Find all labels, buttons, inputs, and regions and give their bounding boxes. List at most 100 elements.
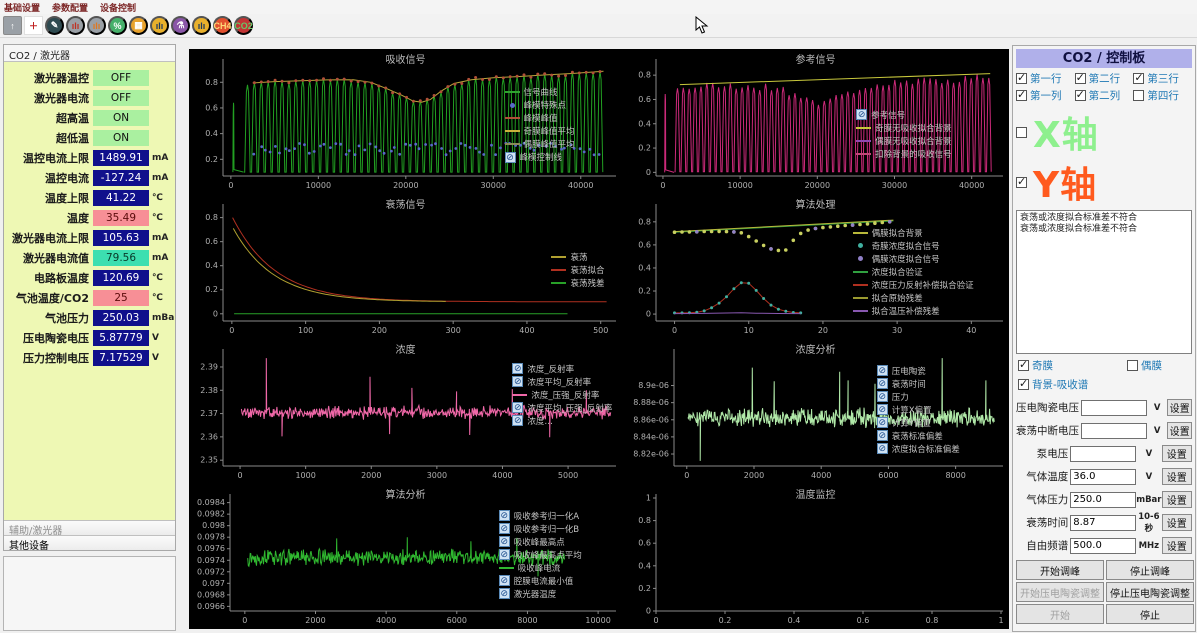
mode-checkbox-box[interactable] — [1018, 360, 1029, 371]
flask-icon[interactable]: ⚗ — [171, 16, 190, 35]
import-icon[interactable]: ↑ — [3, 16, 22, 35]
setting-unit: V — [1136, 472, 1161, 482]
legend-toggle-icon[interactable]: ⊘ — [877, 404, 888, 415]
legend-line-icon — [853, 297, 868, 299]
svg-text:0.8: 0.8 — [926, 616, 939, 625]
setting-input-2[interactable] — [1081, 423, 1147, 439]
status-value: 7.17529 — [93, 350, 149, 366]
legend-label: 吸收参考归一化A — [514, 510, 579, 522]
svg-text:200: 200 — [372, 326, 387, 335]
legend-toggle-icon[interactable]: ⊘ — [499, 588, 510, 599]
setting-apply-button[interactable]: 设置 — [1162, 491, 1192, 508]
legend-toggle-icon[interactable]: ⊘ — [877, 417, 888, 428]
legend-item: 浓度压力反射补偿拟合验证 — [853, 278, 974, 291]
legend-toggle-icon[interactable]: ⊘ — [856, 109, 867, 120]
legend-toggle-icon[interactable]: ⊘ — [499, 536, 510, 547]
legend-toggle-icon[interactable]: ⊘ — [499, 523, 510, 534]
legend-item: 浓度拟合验证 — [853, 265, 974, 278]
status-row-10: 激光器电流值79.56mA — [4, 249, 175, 266]
svg-text:8.82e-06: 8.82e-06 — [633, 450, 669, 459]
x-axis-toggle-box[interactable] — [1016, 127, 1027, 138]
setting-input-3[interactable] — [1070, 446, 1136, 462]
keyboard-icon[interactable]: ▦ — [129, 16, 148, 35]
peak-cursor-icon[interactable]: ＋ — [24, 16, 43, 35]
setting-apply-button[interactable]: 设置 — [1162, 445, 1192, 462]
grid-checkbox-box[interactable] — [1075, 90, 1086, 101]
accordion-section-2[interactable]: 其他设备 — [4, 535, 175, 550]
legend-item: ⊘浓度… — [512, 414, 612, 427]
molecule-icon[interactable]: % — [108, 16, 127, 35]
setting-apply-button[interactable]: 设置 — [1167, 422, 1192, 439]
co2-icon[interactable]: CO2 — [234, 16, 253, 35]
bar-chart-navy-icon[interactable]: ılı — [150, 16, 169, 35]
status-message-list[interactable]: 衰荡或浓度拟合标准差不符合衰荡或浓度拟合标准差不符合 — [1016, 210, 1192, 354]
setting-apply-button[interactable]: 设置 — [1167, 399, 1192, 416]
legend-line-icon — [499, 567, 514, 569]
legend-toggle-icon[interactable]: ⊘ — [877, 430, 888, 441]
status-label: 温度 — [4, 210, 93, 226]
setting-apply-button[interactable]: 设置 — [1162, 514, 1192, 531]
legend-label: 浓度压力反射补偿拟合验证 — [872, 279, 974, 291]
legend-toggle-icon[interactable]: ⊘ — [499, 575, 510, 586]
legend-line-icon — [853, 232, 868, 234]
mode-checkbox-box[interactable] — [1127, 360, 1138, 371]
bar-chart-red-icon[interactable]: ılı — [66, 16, 85, 35]
grid-checkbox-box[interactable] — [1133, 73, 1144, 84]
legend-label: 奇膜峰值平均 — [524, 125, 575, 137]
y-axis-toggle-box[interactable] — [1016, 177, 1027, 188]
svg-text:2000: 2000 — [744, 471, 764, 480]
legend-toggle-icon[interactable]: ⊘ — [512, 402, 523, 413]
mode-checkbox-label: 偶膜 — [1141, 358, 1162, 373]
setting-input-1[interactable] — [1081, 400, 1147, 416]
setting-label: 压电陶瓷电压 — [1016, 400, 1081, 415]
svg-text:0: 0 — [684, 471, 689, 480]
bar-chart-orange-icon[interactable]: ılı — [87, 16, 106, 35]
grid-checkbox-box[interactable] — [1016, 90, 1027, 101]
grid-checkbox-box[interactable] — [1016, 73, 1027, 84]
setting-input-5[interactable] — [1070, 492, 1136, 508]
legend-label: 吸收参考归一化B — [514, 523, 579, 535]
accordion-section-1[interactable]: 辅助/激光器 — [4, 520, 175, 535]
status-label: 压力控制电压 — [4, 350, 93, 366]
grid-checkbox-box[interactable] — [1075, 73, 1086, 84]
control-button-6[interactable]: 停止 — [1106, 604, 1194, 624]
setting-input-7[interactable] — [1070, 538, 1136, 554]
legend-toggle-icon[interactable]: ⊘ — [505, 152, 516, 163]
setting-label: 气体压力 — [1016, 492, 1070, 507]
legend-toggle-icon[interactable]: ⊘ — [877, 378, 888, 389]
control-button-4[interactable]: 停止压电陶瓷调整 — [1106, 582, 1194, 602]
pen-icon[interactable]: ✎ — [45, 16, 64, 35]
svg-text:0: 0 — [213, 309, 218, 318]
background-checkbox-box[interactable] — [1018, 379, 1029, 390]
legend-line-icon — [551, 256, 566, 258]
grid-checkbox-box[interactable] — [1133, 90, 1144, 101]
control-button-2[interactable]: 停止调峰 — [1106, 560, 1194, 580]
legend-toggle-icon[interactable]: ⊘ — [512, 376, 523, 387]
legend-item: ⊘峰模控制线 — [505, 151, 575, 164]
grid-checkbox-1: 第一行 — [1016, 71, 1075, 86]
laser-panel-header[interactable]: CO2 / 激光器 — [4, 45, 175, 62]
ch4-icon[interactable]: CH4 — [213, 16, 232, 35]
bar-chart-navy2-icon[interactable]: ılı — [192, 16, 211, 35]
setting-apply-button[interactable]: 设置 — [1162, 468, 1192, 485]
control-button-1[interactable]: 开始调峰 — [1016, 560, 1104, 580]
svg-text:8.86e-06: 8.86e-06 — [633, 415, 669, 424]
setting-input-6[interactable] — [1070, 515, 1136, 531]
menu-item-2[interactable]: 参数配置 — [52, 1, 88, 13]
legend-toggle-icon[interactable]: ⊘ — [877, 365, 888, 376]
status-value: OFF — [93, 90, 149, 106]
legend-toggle-icon[interactable]: ⊘ — [512, 363, 523, 374]
legend-toggle-icon[interactable]: ⊘ — [499, 510, 510, 521]
svg-text:0.0978: 0.0978 — [197, 533, 225, 542]
svg-text:8.88e-06: 8.88e-06 — [633, 398, 669, 407]
legend-toggle-icon[interactable]: ⊘ — [512, 415, 523, 426]
chart-canvas-8[interactable]: 00.20.40.60.8100.20.40.60.81 — [622, 484, 1009, 629]
menu-item-1[interactable]: 基础设置 — [4, 1, 40, 13]
legend-toggle-icon[interactable]: ⊘ — [499, 549, 510, 560]
legend-toggle-icon[interactable]: ⊘ — [877, 443, 888, 454]
setting-apply-button[interactable]: 设置 — [1162, 537, 1192, 554]
setting-input-4[interactable] — [1070, 469, 1136, 485]
status-unit: mA — [149, 153, 175, 163]
menu-item-3[interactable]: 设备控制 — [100, 1, 136, 13]
legend-toggle-icon[interactable]: ⊘ — [877, 391, 888, 402]
